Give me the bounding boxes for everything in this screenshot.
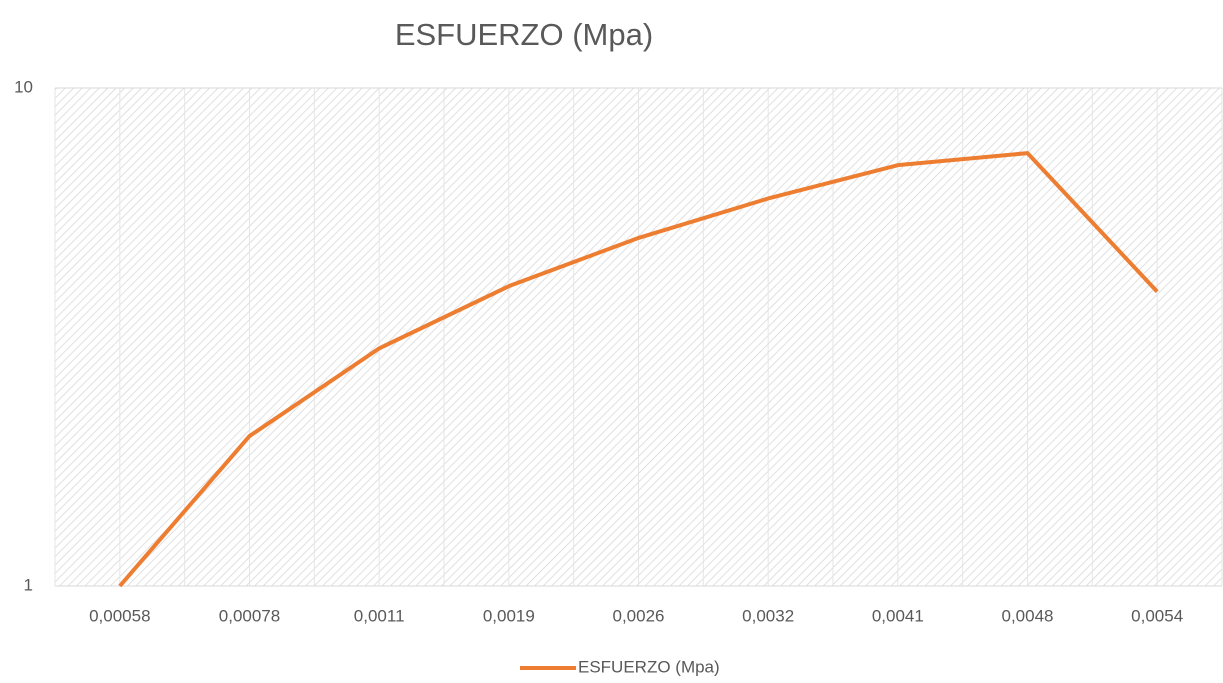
y-tick-label: 1 — [24, 575, 33, 594]
x-tick-label: 0,00058 — [89, 606, 150, 625]
x-tick-label: 0,00078 — [219, 606, 280, 625]
x-tick-label: 0,0041 — [872, 606, 924, 625]
x-tick-label: 0,0019 — [483, 606, 535, 625]
x-tick-label: 0,0032 — [742, 606, 794, 625]
y-tick-label: 10 — [14, 77, 33, 96]
x-tick-label: 0,0026 — [613, 606, 665, 625]
x-tick-label: 0,0048 — [1002, 606, 1054, 625]
legend-label: ESFUERZO (Mpa) — [578, 657, 720, 676]
chart-title: ESFUERZO (Mpa) — [395, 17, 653, 52]
x-tick-label: 0,0011 — [354, 606, 405, 625]
line — [118, 151, 1159, 588]
x-tick-label: 0,0054 — [1131, 606, 1183, 625]
